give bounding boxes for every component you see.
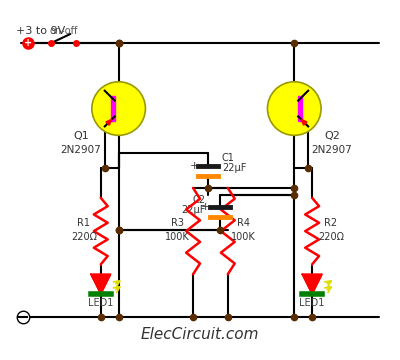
Text: ElecCircuit.com: ElecCircuit.com bbox=[141, 327, 259, 342]
Text: 2N2907: 2N2907 bbox=[312, 145, 352, 155]
Text: R4: R4 bbox=[237, 218, 250, 228]
Circle shape bbox=[268, 82, 321, 135]
FancyBboxPatch shape bbox=[298, 96, 302, 121]
Text: +: + bbox=[189, 161, 199, 171]
Text: +3 to 9V: +3 to 9V bbox=[16, 26, 66, 36]
Text: C2: C2 bbox=[193, 195, 206, 205]
Text: +: + bbox=[24, 38, 32, 48]
Text: 100K: 100K bbox=[165, 232, 190, 242]
Text: LED1: LED1 bbox=[300, 298, 325, 308]
Text: 22μF: 22μF bbox=[182, 205, 206, 215]
Text: C1: C1 bbox=[222, 153, 235, 163]
Text: R2: R2 bbox=[324, 218, 338, 228]
Text: on-off: on-off bbox=[50, 26, 78, 36]
Circle shape bbox=[92, 82, 146, 135]
Text: R3: R3 bbox=[171, 218, 184, 228]
Text: +: + bbox=[201, 202, 211, 212]
Text: 220Ω: 220Ω bbox=[71, 232, 97, 242]
Polygon shape bbox=[91, 274, 111, 294]
Text: R1: R1 bbox=[78, 218, 90, 228]
Text: 100K: 100K bbox=[231, 232, 256, 242]
Polygon shape bbox=[301, 120, 307, 125]
FancyBboxPatch shape bbox=[111, 96, 115, 121]
Text: Q1: Q1 bbox=[73, 131, 89, 141]
Text: LED1: LED1 bbox=[88, 298, 114, 308]
Text: 220Ω: 220Ω bbox=[318, 232, 344, 242]
Text: 2N2907: 2N2907 bbox=[60, 145, 101, 155]
Polygon shape bbox=[302, 274, 322, 294]
Text: 22μF: 22μF bbox=[222, 163, 246, 173]
Polygon shape bbox=[106, 120, 112, 125]
Text: Q2: Q2 bbox=[324, 131, 340, 141]
